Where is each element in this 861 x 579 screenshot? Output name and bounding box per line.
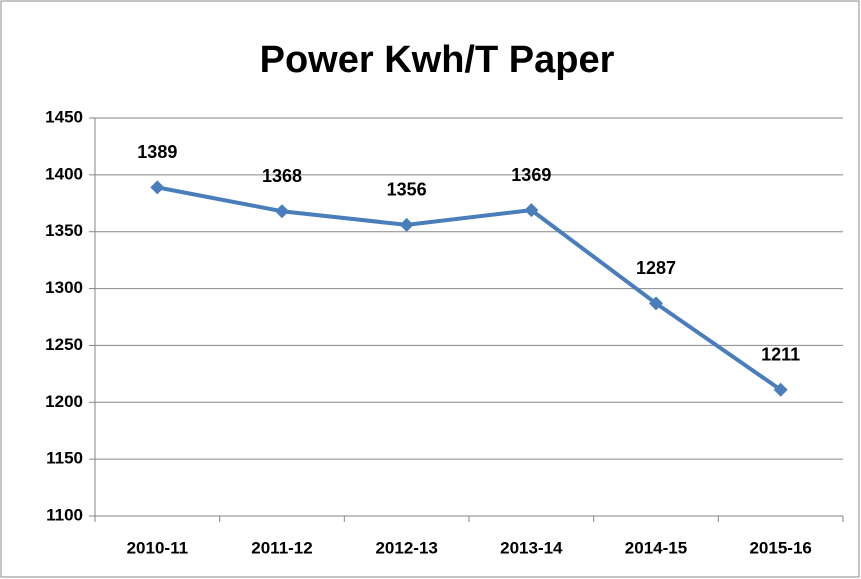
x-tick-label: 2015-16 (749, 538, 811, 557)
data-label: 1369 (511, 165, 551, 185)
y-tick-label: 1200 (45, 392, 83, 411)
data-label: 1389 (137, 142, 177, 162)
chart-title: Power Kwh/T Paper (260, 39, 615, 81)
y-tick-label: 1250 (45, 335, 83, 354)
x-tick-label: 2010-11 (127, 538, 188, 557)
marker (150, 180, 165, 195)
y-tick-label: 1350 (45, 221, 83, 240)
y-tick-label: 1100 (46, 505, 83, 524)
y-tick-label: 1450 (45, 107, 83, 126)
data-label: 1356 (387, 180, 427, 200)
y-tick-label: 1150 (46, 449, 83, 468)
x-tick-label: 2013-14 (500, 538, 563, 557)
data-label: 1368 (262, 166, 302, 186)
x-tick-label: 2012-13 (375, 538, 437, 557)
y-tick-label: 1400 (45, 164, 83, 183)
y-tick-label: 1300 (45, 278, 83, 297)
marker (649, 296, 663, 311)
x-tick-label: 2011-12 (251, 538, 312, 557)
series-line (156, 185, 782, 392)
marker (399, 217, 414, 232)
marker (773, 382, 788, 397)
marker (524, 203, 539, 218)
data-label: 1287 (636, 258, 676, 278)
marker (275, 204, 289, 219)
data-label: 1211 (761, 345, 800, 365)
x-tick-label: 2014-15 (625, 538, 687, 557)
